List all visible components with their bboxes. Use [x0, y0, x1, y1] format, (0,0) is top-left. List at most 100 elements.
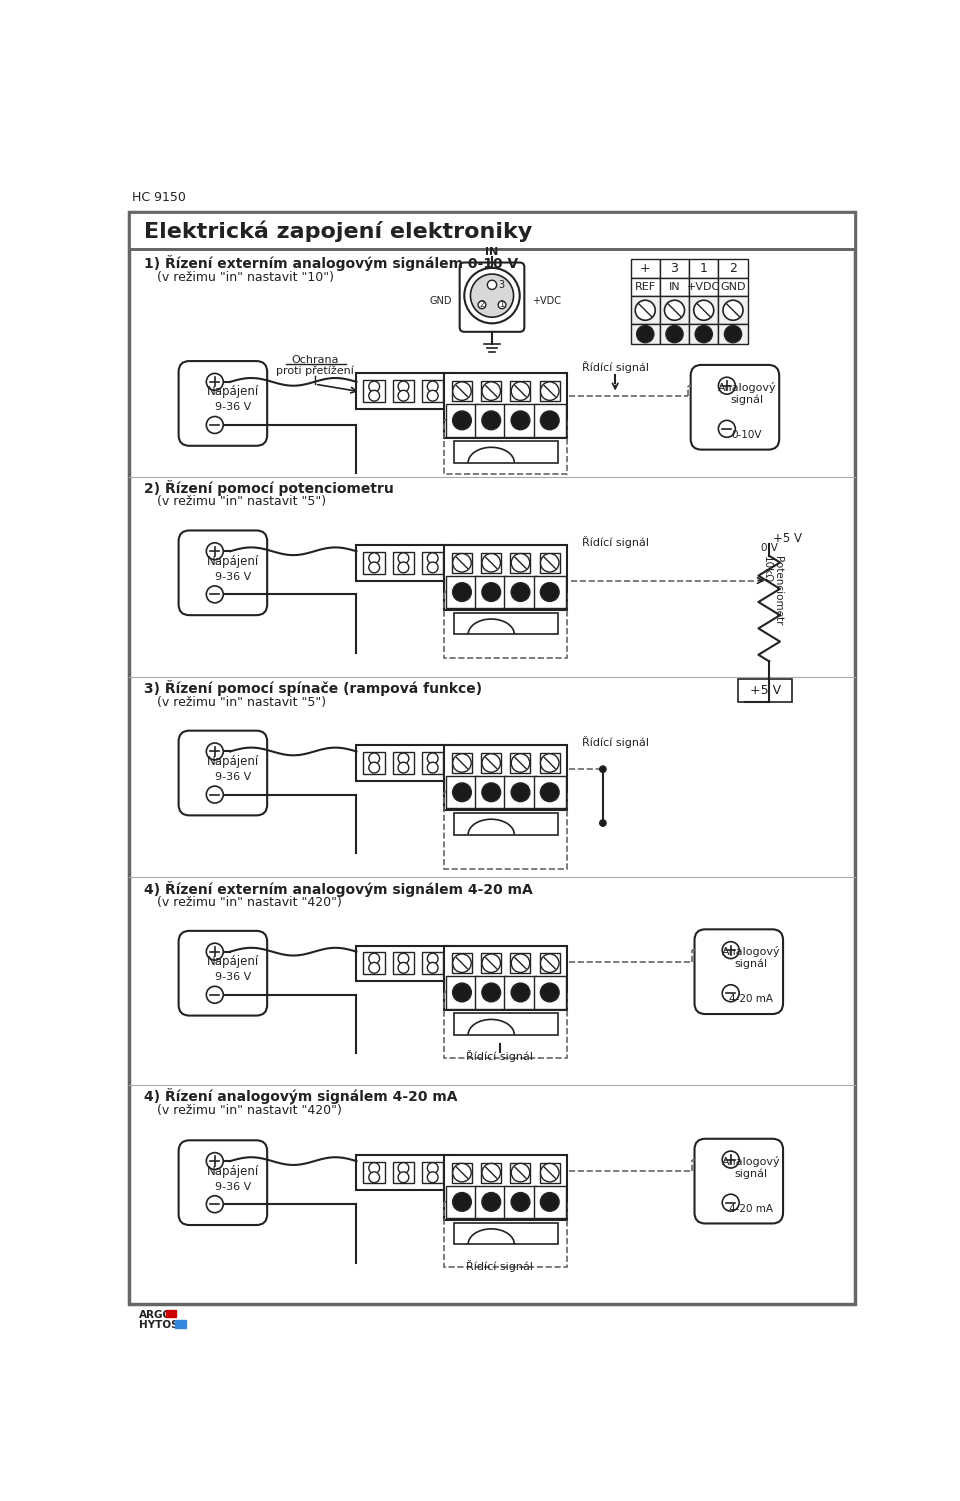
Circle shape	[398, 552, 409, 563]
Text: 4-20 mA: 4-20 mA	[729, 994, 773, 1004]
Circle shape	[427, 1163, 438, 1174]
Bar	[540, 754, 560, 773]
Circle shape	[540, 554, 559, 572]
Circle shape	[540, 582, 559, 602]
Circle shape	[369, 390, 379, 401]
Circle shape	[482, 411, 500, 429]
Bar	[481, 381, 501, 401]
Circle shape	[206, 416, 224, 434]
Circle shape	[482, 554, 500, 572]
Text: Napájení: Napájení	[207, 755, 259, 769]
Bar	[444, 992, 567, 1058]
Circle shape	[369, 962, 379, 973]
Bar	[445, 776, 478, 809]
Bar	[534, 404, 565, 437]
Circle shape	[512, 754, 530, 772]
Bar	[444, 420, 567, 474]
Bar	[511, 754, 531, 773]
Bar	[364, 380, 385, 402]
Text: HC 9150: HC 9150	[132, 191, 185, 204]
Circle shape	[206, 1153, 224, 1169]
Circle shape	[512, 955, 530, 973]
Bar	[422, 1162, 444, 1183]
Bar	[689, 324, 718, 344]
Circle shape	[206, 374, 224, 390]
Bar	[444, 591, 567, 657]
Bar	[481, 1163, 501, 1183]
Bar	[453, 814, 558, 835]
Text: GND: GND	[720, 282, 746, 293]
Bar	[444, 946, 567, 1010]
Text: 9-36 V: 9-36 V	[215, 772, 252, 782]
Circle shape	[600, 766, 606, 772]
FancyBboxPatch shape	[179, 1141, 267, 1225]
Circle shape	[398, 763, 409, 773]
Circle shape	[427, 552, 438, 563]
Circle shape	[540, 1163, 559, 1181]
Circle shape	[427, 953, 438, 964]
Circle shape	[498, 302, 506, 309]
Circle shape	[488, 281, 496, 290]
Circle shape	[206, 743, 224, 760]
Circle shape	[398, 1163, 409, 1174]
FancyBboxPatch shape	[179, 931, 267, 1016]
Text: +VDC: +VDC	[687, 282, 720, 293]
Bar	[452, 552, 472, 573]
Circle shape	[722, 941, 739, 959]
Bar	[511, 953, 531, 973]
Circle shape	[427, 962, 438, 973]
Circle shape	[453, 784, 471, 802]
Circle shape	[369, 1172, 379, 1183]
Bar	[631, 260, 660, 278]
Circle shape	[427, 561, 438, 573]
Bar	[540, 552, 560, 573]
FancyBboxPatch shape	[694, 1139, 783, 1223]
Text: proti přetížení: proti přetížení	[276, 365, 354, 375]
Text: Řídící signál: Řídící signál	[582, 735, 649, 747]
Bar	[445, 404, 478, 437]
Bar	[660, 296, 689, 324]
Circle shape	[540, 955, 559, 973]
Bar	[422, 953, 444, 974]
FancyBboxPatch shape	[460, 263, 524, 332]
Circle shape	[512, 554, 530, 572]
Circle shape	[427, 1172, 438, 1183]
Bar	[444, 746, 567, 811]
FancyBboxPatch shape	[179, 362, 267, 446]
Circle shape	[512, 983, 530, 1001]
Bar	[445, 976, 478, 1009]
Circle shape	[512, 582, 530, 602]
Text: (v režimu "in" nastavit "420"): (v režimu "in" nastavit "420")	[157, 896, 342, 910]
Bar	[175, 1321, 185, 1328]
Circle shape	[722, 985, 739, 1001]
Bar	[481, 552, 501, 573]
Text: 9-36 V: 9-36 V	[215, 572, 252, 582]
Circle shape	[540, 411, 559, 429]
Circle shape	[206, 585, 224, 603]
Text: 4) Řízení analogovým signálem 4-20 mA: 4) Řízení analogovým signálem 4-20 mA	[144, 1088, 458, 1105]
Circle shape	[540, 754, 559, 772]
Text: GND: GND	[429, 296, 452, 306]
Text: (v režimu "in" nastavit "5"): (v režimu "in" nastavit "5")	[157, 495, 326, 509]
Circle shape	[206, 543, 224, 560]
Bar	[504, 404, 537, 437]
Bar	[534, 1186, 565, 1219]
Text: +VDC: +VDC	[532, 296, 561, 306]
Text: Potenciometr
10kΩ: Potenciometr 10kΩ	[761, 555, 783, 626]
Circle shape	[427, 390, 438, 401]
Bar	[444, 374, 567, 438]
Bar	[453, 1013, 558, 1034]
Circle shape	[666, 326, 683, 342]
Bar	[534, 776, 565, 809]
Circle shape	[369, 953, 379, 964]
Circle shape	[465, 267, 519, 323]
Text: IN: IN	[669, 282, 681, 293]
Bar	[444, 1154, 567, 1220]
Circle shape	[427, 381, 438, 392]
Circle shape	[478, 302, 486, 309]
Bar	[540, 381, 560, 401]
Bar	[444, 1202, 567, 1267]
Bar	[364, 1162, 385, 1183]
Circle shape	[664, 300, 684, 320]
Circle shape	[695, 326, 712, 342]
